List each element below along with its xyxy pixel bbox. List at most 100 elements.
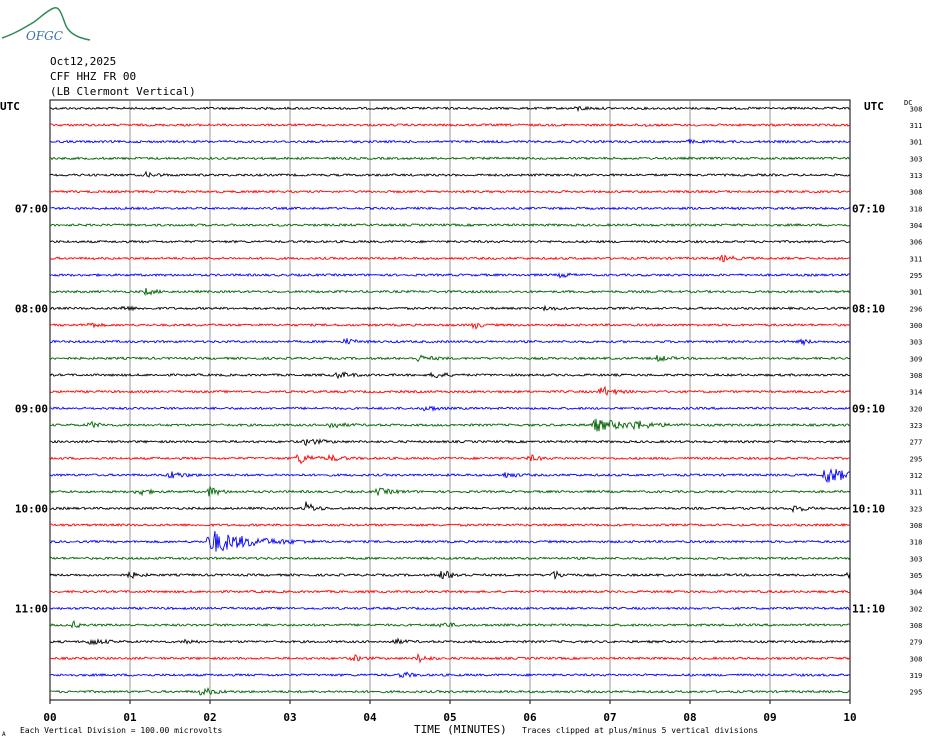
trace-row	[49, 272, 851, 279]
dc-offset-column: 308 311 301 303 313 308 318 304 306 311 295 301 296 3…	[910, 105, 923, 696]
trace-row	[49, 322, 851, 330]
x-axis-title: TIME (MINUTES)	[414, 723, 507, 736]
right-hour-label: 07:10	[852, 202, 885, 215]
trace-group	[49, 105, 851, 696]
trace-row	[49, 287, 851, 297]
corner-mark: A	[2, 731, 6, 738]
x-tick-label: 04	[363, 711, 377, 724]
trace-row	[49, 122, 851, 128]
right-hour-labels: 07:10 08:10 09:10 10:10 11:10	[852, 202, 885, 615]
dc-offset-value: 308	[910, 189, 923, 197]
left-hour-label: 08:00	[15, 302, 48, 315]
x-tick-label: 02	[203, 711, 216, 724]
dc-offset-value: 308	[910, 622, 923, 630]
dc-offset-value: 319	[910, 672, 923, 680]
trace-row	[49, 239, 851, 244]
trace-row	[49, 138, 851, 144]
x-tick-label: 07	[603, 711, 616, 724]
dc-offset-value: 312	[910, 472, 923, 480]
dc-offset-value: 300	[910, 322, 923, 330]
x-tick-label: 09	[763, 711, 776, 724]
dc-offset-value: 323	[910, 422, 923, 430]
trace-row	[49, 222, 851, 227]
dc-offset-value: 318	[910, 539, 923, 547]
right-hour-label: 08:10	[852, 302, 885, 315]
trace-row	[49, 570, 851, 581]
dc-offset-value: 323	[910, 505, 923, 513]
dc-offset-value: 303	[910, 155, 923, 163]
header-date: Oct12,2025	[50, 55, 116, 68]
logo-text: OFGC	[26, 29, 63, 43]
left-hour-label: 10:00	[15, 502, 48, 515]
trace-row	[49, 620, 851, 629]
dc-label: DC	[904, 99, 912, 107]
dc-offset-value: 277	[910, 439, 923, 447]
left-hour-label: 07:00	[15, 202, 48, 215]
x-tick-label: 06	[523, 711, 537, 724]
trace-row	[49, 531, 851, 552]
dc-offset-value: 301	[910, 139, 923, 147]
x-tick-label: 03	[283, 711, 296, 724]
trace-row	[49, 453, 851, 465]
x-tick-label: 00	[43, 711, 56, 724]
trace-row	[49, 405, 851, 412]
x-axis: 00 01 02 03 04 05 06 07 08 09 10	[43, 700, 857, 724]
dc-offset-value: 320	[910, 405, 923, 413]
dc-offset-value: 308	[910, 105, 923, 113]
grid-lines	[129, 100, 771, 700]
footer-scale-note: Each Vertical Division = 100.00 microvol…	[20, 726, 222, 735]
trace-row	[49, 671, 851, 679]
dc-offset-value: 308	[910, 522, 923, 530]
left-utc-label: UTC	[0, 100, 20, 113]
header-location: (LB Clermont Vertical)	[50, 85, 196, 98]
dc-offset-value: 302	[910, 605, 923, 613]
dc-offset-value: 295	[910, 689, 923, 697]
trace-row	[49, 156, 851, 161]
dc-offset-value: 296	[910, 305, 923, 313]
trace-row	[49, 105, 851, 113]
ofgc-logo: OFGC	[1, 7, 91, 43]
trace-row	[49, 418, 851, 432]
x-tick-label: 01	[123, 711, 137, 724]
dc-offset-value: 295	[910, 455, 923, 463]
dc-offset-value: 303	[910, 339, 923, 347]
dc-offset-value: 306	[910, 239, 923, 247]
dc-offset-value: 303	[910, 555, 923, 563]
dc-offset-value: 308	[910, 372, 923, 380]
dc-offset-value: 304	[910, 222, 923, 230]
x-tick-label: 10	[843, 711, 856, 724]
trace-row	[49, 522, 851, 528]
dc-offset-value: 301	[910, 289, 923, 297]
trace-row	[49, 501, 851, 514]
trace-row	[49, 637, 851, 646]
trace-row	[49, 338, 851, 347]
trace-row	[49, 606, 851, 611]
dc-offset-value: 308	[910, 655, 923, 663]
trace-row	[49, 304, 851, 312]
trace-row	[49, 686, 851, 696]
trace-row	[49, 438, 851, 447]
trace-row	[49, 467, 851, 484]
trace-row	[49, 189, 851, 194]
left-hour-labels: 07:00 08:00 09:00 10:00 11:00	[15, 202, 48, 615]
trace-row	[49, 652, 851, 664]
dc-offset-value: 311	[910, 489, 923, 497]
x-tick-label: 05	[443, 711, 456, 724]
trace-row	[49, 589, 851, 594]
header-station: CFF HHZ FR 00	[50, 70, 136, 83]
dc-offset-value: 311	[910, 122, 923, 130]
trace-row	[49, 254, 851, 263]
trace-row	[49, 354, 851, 363]
dc-offset-value: 311	[910, 255, 923, 263]
trace-row	[49, 556, 851, 561]
x-tick-label: 08	[683, 711, 696, 724]
right-hour-label: 11:10	[852, 602, 885, 615]
dc-offset-value: 295	[910, 272, 923, 280]
dc-offset-value: 309	[910, 355, 923, 363]
dc-offset-value: 279	[910, 639, 923, 647]
trace-row	[49, 170, 851, 178]
dc-offset-value: 318	[910, 205, 923, 213]
dc-offset-value: 305	[910, 572, 923, 580]
dc-offset-value: 313	[910, 172, 923, 180]
